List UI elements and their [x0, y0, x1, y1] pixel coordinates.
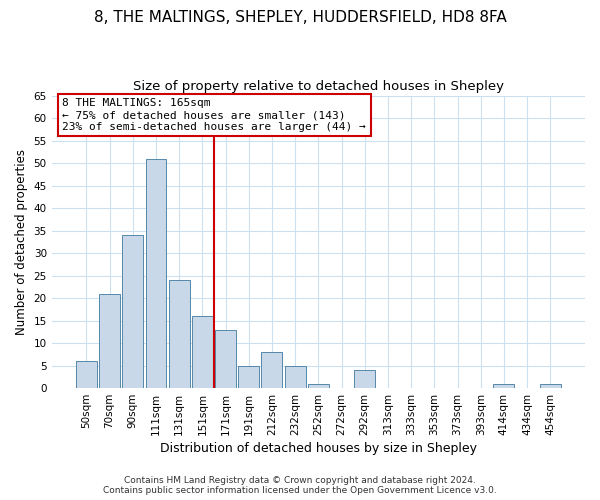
- Bar: [192, 316, 213, 388]
- Bar: [238, 366, 259, 388]
- Bar: [76, 361, 97, 388]
- Text: 8, THE MALTINGS, SHEPLEY, HUDDERSFIELD, HD8 8FA: 8, THE MALTINGS, SHEPLEY, HUDDERSFIELD, …: [94, 10, 506, 25]
- Bar: [122, 235, 143, 388]
- Text: Contains HM Land Registry data © Crown copyright and database right 2024.
Contai: Contains HM Land Registry data © Crown c…: [103, 476, 497, 495]
- Bar: [99, 294, 120, 388]
- Bar: [262, 352, 283, 388]
- Bar: [284, 366, 305, 388]
- Bar: [354, 370, 375, 388]
- Bar: [146, 158, 166, 388]
- Y-axis label: Number of detached properties: Number of detached properties: [15, 149, 28, 335]
- Text: 8 THE MALTINGS: 165sqm
← 75% of detached houses are smaller (143)
23% of semi-de: 8 THE MALTINGS: 165sqm ← 75% of detached…: [62, 98, 366, 132]
- X-axis label: Distribution of detached houses by size in Shepley: Distribution of detached houses by size …: [160, 442, 477, 455]
- Title: Size of property relative to detached houses in Shepley: Size of property relative to detached ho…: [133, 80, 504, 93]
- Bar: [493, 384, 514, 388]
- Bar: [169, 280, 190, 388]
- Bar: [540, 384, 561, 388]
- Bar: [308, 384, 329, 388]
- Bar: [215, 330, 236, 388]
